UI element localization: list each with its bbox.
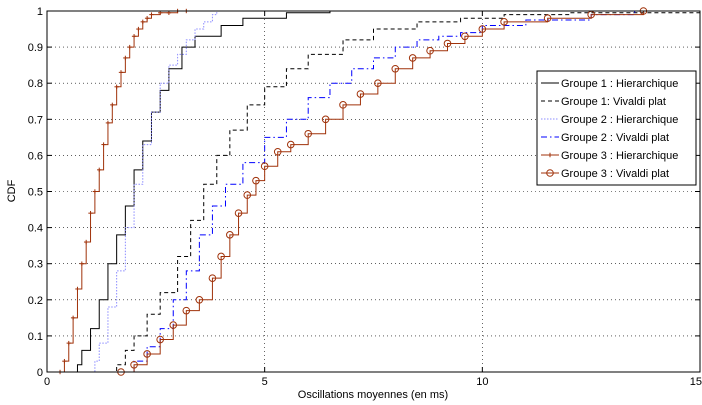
data-point [118, 70, 124, 75]
data-point [243, 191, 252, 199]
data-point [114, 84, 119, 90]
data-point [356, 90, 365, 98]
y-tick-label: 0.3 [28, 259, 43, 271]
y-tick-label: 0 [37, 367, 43, 379]
data-point [461, 32, 469, 41]
data-point [127, 44, 132, 50]
x-axis-label: Oscillations moyennes (en ms) [298, 389, 448, 401]
legend-label: Groupe 2 : Hierarchique [561, 114, 678, 126]
data-point [391, 64, 400, 73]
data-point [478, 25, 487, 33]
legend-item: Groupe 2 : Vivaldi plat [541, 132, 669, 144]
series-groupe-1-hierarchique [73, 11, 331, 373]
y-axis-label: CDF [6, 179, 18, 202]
legend: Groupe 1 : Hierarchique Groupe 1: Vivaldi… [536, 70, 697, 186]
data-point [83, 239, 89, 245]
series-line [121, 11, 644, 373]
data-point [208, 274, 217, 282]
data-point [195, 296, 204, 304]
legend-item: Groupe 2 : Hierarchique [541, 114, 678, 126]
data-point [156, 335, 164, 344]
x-tick-label: 10 [476, 376, 488, 388]
data-point [426, 46, 434, 55]
data-point [110, 102, 115, 108]
data-point [304, 129, 313, 138]
y-tick-label: 0.7 [28, 114, 43, 126]
data-point [92, 189, 98, 194]
series-groupe-3-vivaldi-plat [117, 7, 648, 376]
series-line [86, 11, 218, 373]
legend-label: Groupe 3 : Hierarchique [561, 150, 678, 162]
data-point [149, 12, 154, 17]
data-point [374, 79, 382, 87]
series-line [73, 11, 331, 373]
y-tick-label: 0.8 [28, 78, 43, 90]
legend-marker [546, 169, 554, 177]
legend-label: Groupe 3 : Vivaldi plat [561, 168, 669, 180]
data-point [226, 231, 234, 239]
data-point [79, 261, 85, 266]
data-point [234, 209, 243, 217]
data-point [443, 39, 452, 48]
data-point [105, 120, 111, 126]
data-point [321, 115, 330, 124]
data-point [143, 350, 151, 358]
legend-label: Groupe 1 : Hierarchique [561, 78, 678, 90]
legend-item: Groupe 1: Vivaldi plat [541, 96, 666, 108]
x-tick-label: 5 [262, 376, 268, 388]
legend-label: Groupe 1: Vivaldi plat [561, 96, 666, 108]
y-tick-label: 1 [37, 6, 43, 18]
data-point [70, 315, 76, 321]
x-tick-label: 0 [44, 376, 50, 388]
y-tick-label: 0.1 [28, 331, 43, 343]
data-point [182, 306, 191, 315]
data-point [62, 358, 67, 364]
data-point [123, 55, 128, 61]
legend-marker [547, 152, 553, 158]
data-point [140, 19, 145, 25]
data-point [97, 167, 102, 173]
data-point [66, 340, 71, 346]
data-point [169, 321, 178, 329]
y-tick-label: 0.4 [28, 223, 43, 235]
data-point [286, 140, 295, 149]
data-point [408, 54, 417, 62]
legend-item: Groupe 3 : Vivaldi plat [541, 168, 669, 180]
data-point [252, 176, 260, 185]
data-point [500, 18, 508, 26]
legend-label: Groupe 2 : Vivaldi plat [561, 132, 669, 144]
series-layer [57, 7, 701, 376]
series-groupe-1-vivaldi-plat [103, 11, 701, 373]
data-point [144, 16, 150, 21]
y-tick-label: 0.9 [28, 42, 43, 54]
series-groupe-2-hierarchique [86, 11, 218, 373]
legend-item: Groupe 3 : Hierarchique [541, 150, 678, 162]
x-tick-label: 15 [690, 376, 702, 388]
data-point [75, 286, 80, 292]
data-point [260, 162, 269, 171]
legend-item: Groupe 1 : Hierarchique [541, 78, 678, 90]
y-tick-label: 0.5 [28, 187, 43, 199]
data-point [217, 252, 225, 261]
data-point [136, 26, 141, 32]
axis-ticks: 00.10.20.30.40.50.60.70.80.910 5 10 15 [28, 6, 702, 388]
y-tick-label: 0.6 [28, 150, 43, 162]
data-point [543, 14, 552, 23]
series-line [103, 11, 701, 373]
data-point [101, 142, 106, 147]
y-tick-label: 0.2 [28, 295, 43, 307]
data-point [130, 360, 138, 369]
data-point [273, 147, 282, 156]
data-point [339, 101, 347, 109]
legend-box [536, 70, 697, 186]
data-point [88, 210, 93, 216]
data-point [131, 34, 137, 39]
